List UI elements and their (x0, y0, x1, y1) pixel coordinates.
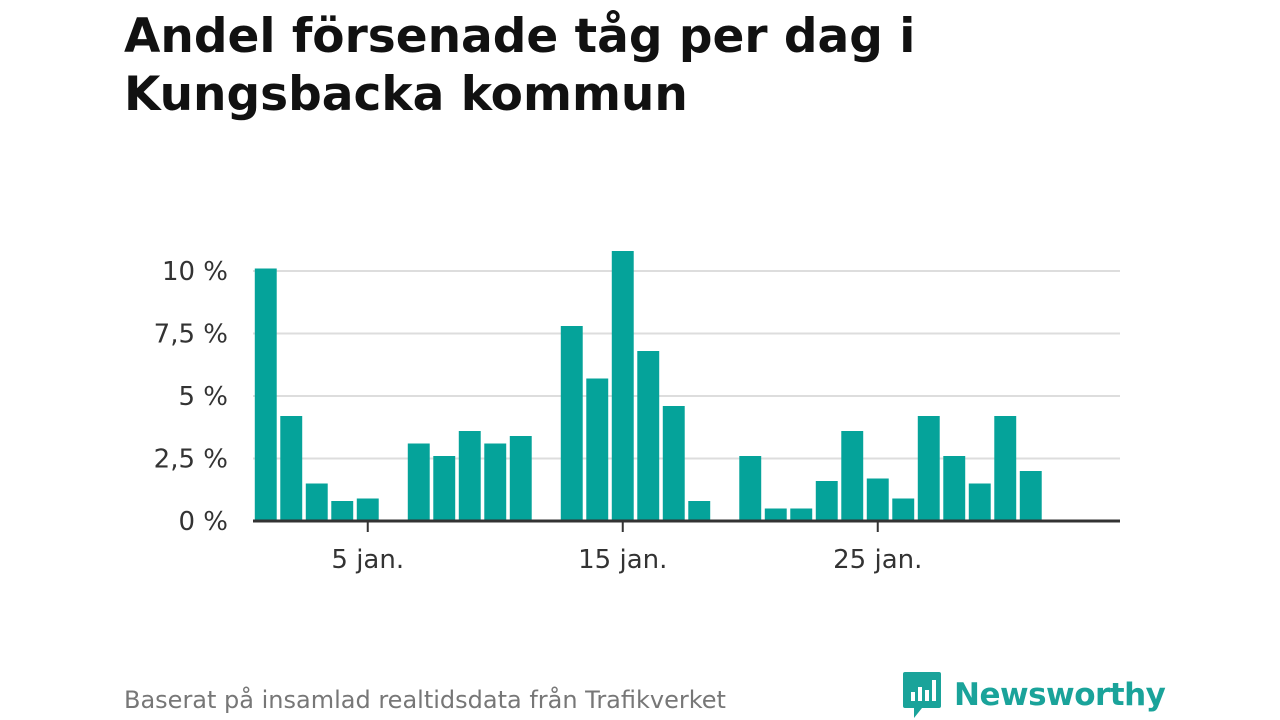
bar (407, 443, 430, 521)
bar (815, 481, 838, 521)
bars (254, 251, 1042, 521)
bar (739, 456, 762, 521)
y-tick-label: 0 % (178, 507, 228, 537)
bar (866, 478, 889, 521)
bar (611, 251, 634, 521)
bar (637, 351, 660, 521)
x-tick-label: 25 jan. (833, 545, 922, 575)
bar (586, 378, 609, 521)
y-axis-ticks: 0 % 2,5 % 5 % 7,5 % 10 % (154, 257, 228, 537)
bar (254, 268, 277, 521)
bar (356, 498, 379, 521)
newsworthy-logo-icon (903, 672, 941, 718)
bar (943, 456, 966, 521)
bar (841, 431, 864, 521)
bar (764, 508, 787, 521)
newsworthy-logo: Newsworthy (902, 670, 1166, 720)
x-tick-label: 15 jan. (578, 545, 667, 575)
y-tick-label: 2,5 % (154, 445, 228, 475)
bar (484, 443, 507, 521)
source-note: Baserat på insamlad realtidsdata från Tr… (124, 686, 726, 714)
grid-lines (253, 270, 1120, 460)
y-tick-label: 7,5 % (154, 320, 228, 350)
bar (305, 483, 328, 521)
bar (433, 456, 456, 521)
bar (968, 483, 991, 521)
y-tick-label: 10 % (162, 257, 228, 287)
bar (458, 431, 481, 521)
bar (280, 416, 303, 521)
y-tick-label: 5 % (178, 382, 228, 412)
logo-text: Newsworthy (954, 677, 1166, 713)
x-axis-ticks: 5 jan. 15 jan. 25 jan. (331, 521, 922, 575)
bar (688, 501, 711, 521)
bar (917, 416, 940, 521)
bar (662, 406, 685, 521)
bar (790, 508, 813, 521)
bar (509, 436, 532, 521)
bar (1019, 471, 1042, 521)
x-tick-label: 5 jan. (331, 545, 404, 575)
chart-title: Andel försenade tåg per dag i Kungsbacka… (124, 9, 916, 122)
bar (331, 501, 354, 521)
bar (560, 326, 583, 521)
bar-chart: 0 % 2,5 % 5 % 7,5 % 10 % 5 jan. 15 jan. 25 jan… (154, 251, 1120, 575)
bar (994, 416, 1017, 521)
bar (892, 498, 915, 521)
